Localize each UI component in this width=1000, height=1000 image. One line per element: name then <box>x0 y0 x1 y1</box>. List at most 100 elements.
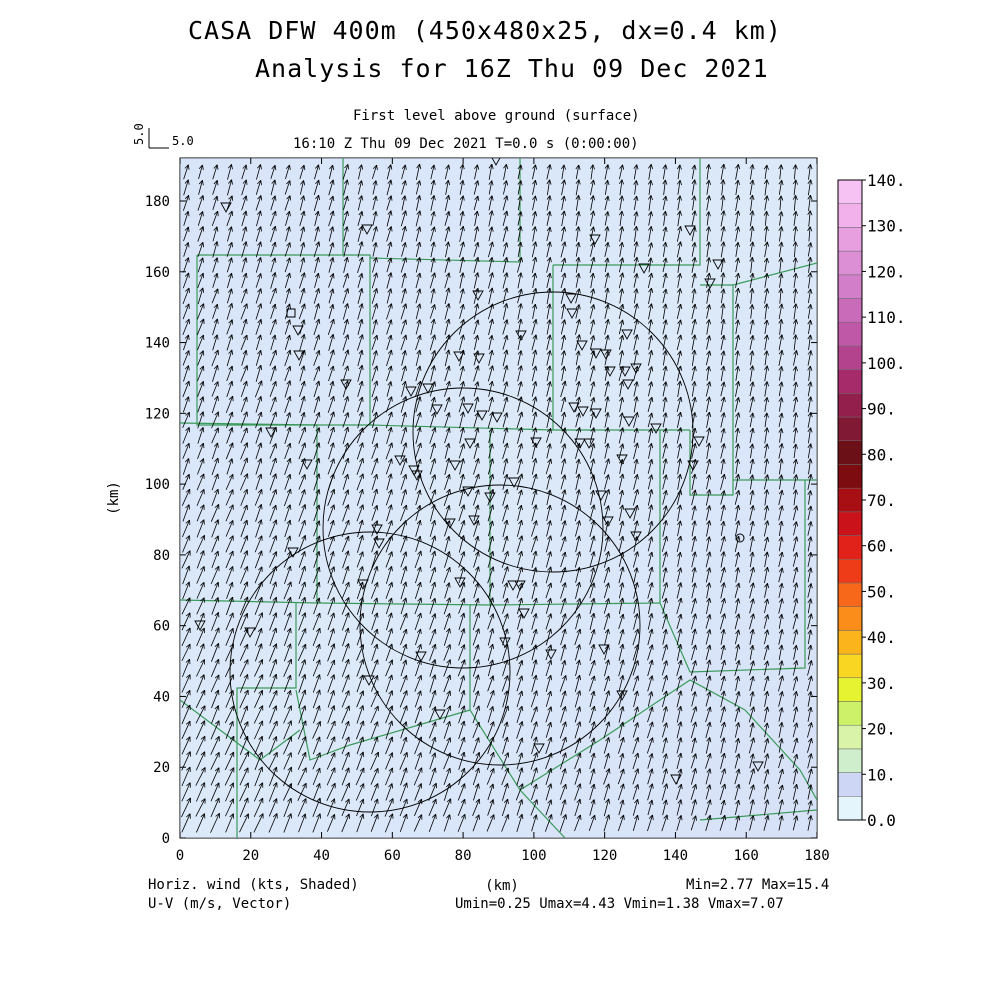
wind-vector <box>415 396 422 413</box>
wind-vector <box>240 581 249 600</box>
wind-vector <box>778 443 784 459</box>
wind-vector <box>560 396 567 413</box>
wind-vector <box>546 319 552 335</box>
wind-vector <box>546 350 552 366</box>
wind-vector <box>270 241 277 257</box>
wind-vector <box>706 442 712 460</box>
wind-vector <box>633 195 639 211</box>
wind-vector <box>372 257 378 273</box>
wind-vector <box>212 272 219 288</box>
wind-vector <box>705 164 711 180</box>
wind-vector <box>298 565 306 584</box>
wind-vector <box>749 490 755 505</box>
wind-vector <box>603 489 611 506</box>
wind-vector <box>357 349 364 367</box>
wind-vector <box>691 396 697 412</box>
wind-vector <box>430 365 436 382</box>
wind-vector <box>619 381 625 397</box>
wind-vector <box>459 381 465 397</box>
wind-vector <box>328 551 335 568</box>
wind-vector <box>764 505 770 521</box>
wind-vector <box>763 303 769 320</box>
wind-vector <box>633 225 639 242</box>
wind-vector <box>400 504 408 522</box>
wind-vector <box>385 520 393 537</box>
wind-vector <box>444 334 451 351</box>
wind-vector <box>502 287 509 305</box>
wind-vector <box>575 581 581 599</box>
wind-vector <box>792 412 798 428</box>
wind-vector <box>429 350 437 366</box>
wind-vector <box>241 164 248 180</box>
wind-vector <box>225 442 234 460</box>
wind-vector <box>313 473 321 491</box>
wind-vector <box>749 194 755 211</box>
wind-vector <box>734 582 741 599</box>
wind-vector <box>590 288 596 304</box>
wind-vector <box>604 319 610 335</box>
wind-vector <box>749 288 755 304</box>
wind-vector <box>473 381 480 397</box>
wind-vector <box>561 226 567 242</box>
wind-vector <box>444 443 451 459</box>
wind-vector <box>735 334 741 351</box>
wind-vector <box>357 364 364 382</box>
wind-vector <box>210 565 220 585</box>
wind-vector <box>487 489 495 506</box>
wind-vector <box>372 180 378 195</box>
wind-vector <box>720 458 726 475</box>
wind-vector <box>676 319 683 335</box>
wind-vector <box>734 319 740 335</box>
wind-vector <box>618 443 625 459</box>
wind-vector <box>647 520 654 536</box>
wind-vector <box>328 226 335 242</box>
wind-vector <box>342 273 349 288</box>
wind-vector <box>459 304 465 319</box>
wind-vector <box>560 164 566 180</box>
wind-vector <box>647 272 654 289</box>
wind-vector <box>501 566 509 584</box>
colorbar-swatch <box>837 653 863 679</box>
wind-vector <box>502 242 509 257</box>
wind-vector <box>604 226 610 242</box>
colorbar-swatch <box>837 559 863 584</box>
wind-vector <box>575 226 581 242</box>
wind-vector <box>531 458 538 475</box>
wind-vector <box>343 241 349 257</box>
wind-vector <box>241 179 248 196</box>
colorbar-label: 60. <box>867 537 896 556</box>
wind-vector <box>517 365 523 382</box>
wind-vector <box>255 273 262 288</box>
wind-vector <box>633 567 639 583</box>
wind-vector <box>662 195 668 211</box>
wind-vector <box>488 163 494 180</box>
wind-vector <box>299 395 306 413</box>
wind-vector <box>314 210 320 226</box>
wind-vector <box>255 519 263 538</box>
wind-vector <box>546 195 552 211</box>
wind-vector <box>619 489 625 505</box>
wind-vector <box>633 442 639 460</box>
wind-vector <box>357 318 364 335</box>
wind-vector <box>284 519 292 538</box>
wind-vector <box>807 319 813 335</box>
wind-vector <box>589 164 595 180</box>
wind-vector <box>256 164 262 180</box>
wind-vector <box>400 396 408 413</box>
wind-vector <box>735 164 741 180</box>
wind-vector <box>254 550 263 569</box>
wind-vector <box>734 303 740 320</box>
wind-vector <box>474 303 480 320</box>
wind-vector <box>575 458 581 475</box>
wind-vector <box>458 396 466 413</box>
wind-vector <box>633 504 639 521</box>
wind-vector <box>647 366 654 381</box>
wind-vector <box>240 535 249 553</box>
wind-vector <box>269 287 277 304</box>
wind-vector <box>633 256 639 273</box>
wind-vector <box>661 582 669 599</box>
wind-vector <box>415 319 422 335</box>
wind-vector <box>763 319 769 335</box>
wind-vector <box>357 380 364 398</box>
wind-vector <box>648 211 654 226</box>
